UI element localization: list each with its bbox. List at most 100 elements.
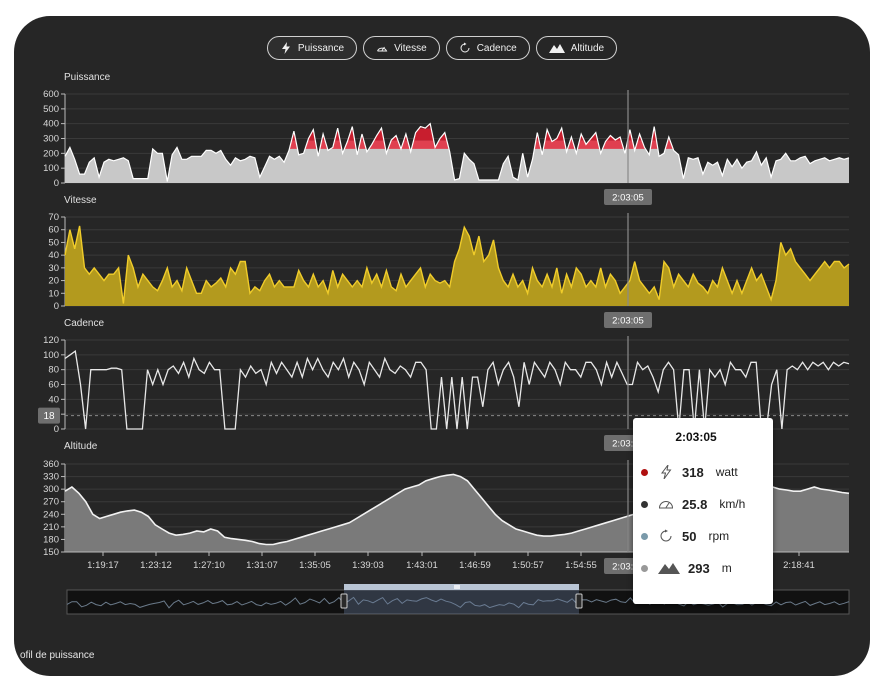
- x-tick-label: 1:43:01: [406, 560, 438, 571]
- x-tick-label: 1:19:17: [87, 560, 119, 571]
- speed-unit: km/h: [719, 497, 746, 511]
- speed-area: [65, 225, 849, 306]
- cadence-value: 50: [682, 528, 697, 544]
- y-tick-label: 30: [48, 263, 59, 274]
- altitude-dot: [641, 564, 648, 572]
- tooltip-row-speed: 25.8 km/h: [641, 494, 745, 514]
- toggle-cadence-button[interactable]: Cadence: [445, 36, 530, 60]
- x-tick-label: 1:27:10: [193, 560, 225, 571]
- y-tick-label: 10: [48, 288, 59, 299]
- tooltip-time: 2:03:05: [675, 430, 717, 444]
- toggle-altitude-label: Altitude: [570, 42, 605, 54]
- navigator-selection: [344, 590, 579, 614]
- y-tick-label: 60: [48, 225, 59, 236]
- y-tick-label: 20: [48, 276, 59, 287]
- power-line: [64, 122, 850, 182]
- y-tick-label: 180: [43, 534, 59, 545]
- y-tick-label: 240: [43, 509, 59, 520]
- navigator-grip: [454, 585, 460, 589]
- y-tick-label: 600: [43, 89, 59, 100]
- power-zone-mid: [65, 128, 849, 141]
- navigator-scrollbar: [344, 584, 579, 590]
- toggle-vitesse-button[interactable]: Vitesse: [363, 36, 440, 60]
- x-tick-label: 1:39:03: [352, 560, 384, 571]
- y-tick-label: 100: [43, 350, 59, 361]
- toggle-vitesse-label: Vitesse: [394, 42, 427, 54]
- speedometer-icon: [658, 496, 674, 512]
- cadence-line: [64, 349, 850, 430]
- x-tick-label: 2:18:41: [783, 560, 815, 571]
- toggle-cadence-label: Cadence: [476, 42, 517, 54]
- y-tick-label: 0: [54, 424, 59, 435]
- y-tick-label: 500: [43, 104, 59, 115]
- cursor-time-label: 2:03:05: [612, 562, 644, 573]
- x-tick-label: 1:31:07: [246, 560, 278, 571]
- rotate-icon: [658, 528, 674, 544]
- power-zone-top: [65, 94, 849, 115]
- y-tick-label: 70: [48, 212, 59, 223]
- x-tick-label: 1:35:05: [299, 560, 331, 571]
- y-tick-label: 0: [54, 178, 59, 189]
- speed-line: [64, 225, 850, 304]
- tooltip-row-cadence: 50 rpm: [641, 526, 729, 546]
- tooltip: 2:03:05 318 watt 25.8 km/h 50 rpm 293 m: [633, 418, 773, 604]
- cursor-time-label: 2:03:05: [612, 193, 644, 204]
- x-tick-label: 1:50:57: [512, 560, 544, 571]
- cadence-dot: [641, 532, 648, 540]
- chart-panel: Puissance Vitesse Cadence Altitude Puiss…: [14, 16, 870, 676]
- power-value: 318: [682, 464, 704, 480]
- speed-value: 25.8: [682, 496, 708, 512]
- y-tick-label: 100: [43, 163, 59, 174]
- metric-toolbar: Puissance Vitesse Cadence Altitude: [14, 36, 870, 60]
- charts-svg: Puissance60050040030020010002:03:05Vites…: [38, 72, 850, 615]
- y-tick-label: 360: [43, 459, 59, 470]
- y-tick-label: 400: [43, 119, 59, 130]
- x-tick-label: 1:54:55: [565, 560, 597, 571]
- cursor-time-badge: [604, 312, 652, 328]
- y-tick-label: 0: [54, 301, 59, 312]
- panel-title-1: Vitesse: [64, 195, 97, 206]
- bolt-icon: [658, 464, 674, 480]
- x-tick-label: 1:46:59: [459, 560, 491, 571]
- toggle-puissance-button[interactable]: Puissance: [266, 36, 358, 60]
- footer-label: ofil de puissance: [20, 650, 95, 661]
- x-tick-label: 1:23:12: [140, 560, 172, 571]
- panel-title-0: Puissance: [64, 72, 111, 83]
- panel-title-3: Altitude: [64, 441, 98, 452]
- cadence-threshold-label: 18: [43, 411, 55, 422]
- power-zone-high: [65, 123, 849, 129]
- cadence-unit: rpm: [708, 529, 730, 543]
- navigator-handle-left: [340, 593, 348, 609]
- power-zone-low: [65, 140, 849, 149]
- altitude-value: 293: [688, 560, 710, 576]
- cursor-time-label: 2:03:05: [612, 316, 644, 327]
- y-tick-label: 120: [43, 335, 59, 346]
- power-dot: [641, 468, 648, 476]
- toggle-altitude-button[interactable]: Altitude: [535, 36, 618, 60]
- mountain-icon: [658, 560, 680, 576]
- y-tick-label: 200: [43, 148, 59, 159]
- y-tick-label: 300: [43, 484, 59, 495]
- speed-dot: [641, 500, 648, 508]
- y-tick-label: 40: [48, 394, 59, 405]
- bolt-icon: [281, 42, 290, 54]
- toggle-puissance-label: Puissance: [297, 42, 345, 54]
- panel-title-2: Cadence: [64, 318, 104, 329]
- altitude-unit: m: [721, 561, 732, 575]
- navigator-handle-right: [575, 593, 583, 609]
- y-tick-label: 50: [48, 237, 59, 248]
- tooltip-row-altitude: 293 m: [641, 558, 732, 578]
- y-tick-label: 300: [43, 134, 59, 145]
- y-tick-label: 80: [48, 365, 59, 376]
- rotate-icon: [460, 42, 470, 53]
- tooltip-row-power: 318 watt: [641, 462, 738, 482]
- power-unit: watt: [715, 465, 738, 479]
- cadence-threshold-badge: [38, 407, 60, 424]
- y-tick-label: 60: [48, 380, 59, 391]
- y-tick-label: 150: [43, 547, 59, 558]
- cursor-time-label: 2:03:05: [612, 439, 644, 450]
- cursor-time-badge: [604, 189, 652, 205]
- y-tick-label: 270: [43, 497, 59, 508]
- y-tick-label: 330: [43, 472, 59, 483]
- y-tick-label: 210: [43, 522, 59, 533]
